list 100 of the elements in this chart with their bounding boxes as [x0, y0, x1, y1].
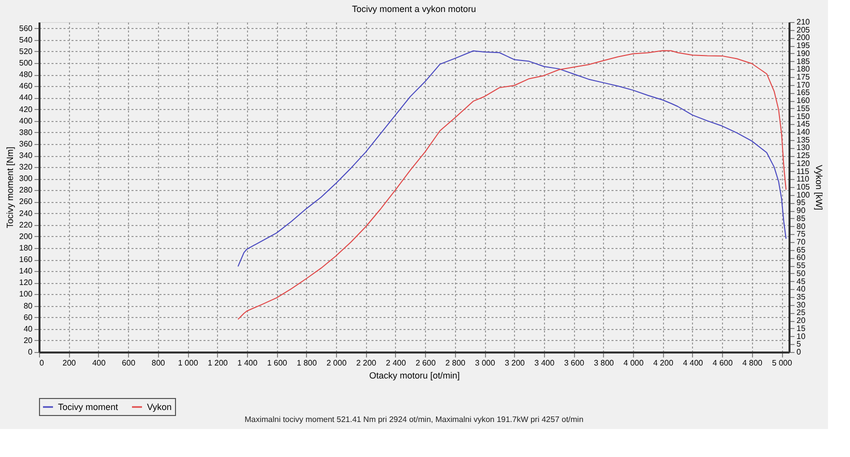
- y-tick-label: 520: [19, 46, 34, 56]
- y-tick-label: 380: [19, 128, 34, 137]
- y2-tick-label: 115: [796, 166, 810, 176]
- y-tick-label: 160: [19, 255, 34, 264]
- x-tick-label: 800: [152, 358, 166, 368]
- chart-title: Tocivy moment a vykon motoru: [352, 4, 476, 14]
- line-series: [238, 50, 787, 267]
- y-tick-label: 340: [19, 151, 34, 160]
- x-axis-title: Otacky motoru [ot/min]: [369, 370, 460, 380]
- text: Maximalni tocivy moment 521.41 Nm pri 2924 ot/min, Maximalni vykon 191.7kW pri 4257 ot/min: [244, 415, 584, 424]
- y2-tick-label: 150: [796, 112, 810, 121]
- y2-tick-label: 160: [796, 96, 810, 106]
- y2-tick-label: 95: [796, 198, 806, 208]
- x-tick-label: 4 600: [712, 358, 734, 368]
- y-tick-label: 40: [24, 324, 34, 334]
- x-tick-label: 4 000: [624, 358, 644, 368]
- y2-tick-label: 140: [796, 128, 810, 136]
- y-tick-label: 540: [19, 35, 34, 44]
- y2-tick-label: 45: [796, 276, 806, 286]
- y2-tick-label: 125: [796, 151, 810, 160]
- x-tick-label: 5 000: [772, 358, 793, 368]
- y2-tick-label: 25: [796, 308, 806, 318]
- x-tick-label: 2 800: [445, 358, 466, 368]
- x-tick-label: 3 400: [534, 358, 556, 368]
- y2-tick-label: 180: [796, 64, 810, 74]
- y-tick-label: 220: [19, 220, 34, 230]
- y-tick-label: 400: [19, 116, 34, 126]
- x-tick-label: 1 600: [267, 358, 288, 368]
- y-tick-label: 260: [19, 197, 34, 206]
- legend-label: Tocivy moment: [58, 402, 119, 412]
- y-tick-label: 0: [28, 348, 34, 356]
- y2-tick-label: 195: [796, 41, 810, 50]
- x-tick-label: 400: [92, 358, 106, 368]
- y2-tick-label: 15: [796, 324, 806, 333]
- y-tick-label: 480: [19, 70, 34, 80]
- y2-tick-label: 120: [796, 158, 810, 168]
- x-tick-label: 1 000: [178, 358, 199, 368]
- line-series: [238, 50, 787, 320]
- x-tick-label: 4 400: [682, 358, 704, 368]
- y2-tick-label: 50: [796, 268, 806, 278]
- y2-tick-label: 190: [796, 48, 810, 58]
- x-tick-label: 2 200: [356, 358, 377, 368]
- y-tick-label: 20: [24, 336, 34, 345]
- y2-tick-label: 105: [796, 182, 810, 192]
- y2-tick-label: 55: [796, 261, 806, 270]
- y2-tick-label: 185: [796, 56, 810, 66]
- y2-tick-label: 5: [796, 340, 802, 349]
- y2-axis-title: Vykon [kW]: [814, 164, 824, 210]
- y-tick-label: 140: [19, 266, 34, 276]
- y2-tick-label: 130: [796, 143, 810, 152]
- x-tick-label: 1 400: [237, 358, 258, 368]
- y-tick-label: 80: [24, 301, 34, 310]
- x-tick-label: 3 600: [564, 358, 585, 368]
- y-axis-title: Tocivy moment [Nm]: [5, 146, 16, 228]
- x-tick-label: 2 400: [386, 358, 406, 368]
- y2-tick-label: 210: [796, 18, 810, 26]
- y2-tick-label: 35: [796, 292, 806, 302]
- y2-tick-label: 60: [796, 253, 806, 262]
- y2-tick-label: 135: [796, 135, 810, 144]
- y2-tick-label: 75: [796, 230, 806, 239]
- y2-tick-label: 85: [796, 214, 806, 223]
- y2-tick-label: 170: [796, 80, 810, 90]
- y2-tick-label: 80: [796, 222, 806, 231]
- y2-tick-label: 205: [796, 25, 810, 34]
- y2-tick-label: 70: [796, 238, 806, 246]
- y-tick-label: 440: [19, 93, 34, 102]
- y-tick-label: 180: [19, 243, 34, 252]
- x-tick-label: 200: [62, 358, 76, 368]
- y2-tick-label: 200: [796, 33, 810, 42]
- y-tick-label: 100: [19, 290, 34, 299]
- y-tick-label: 300: [19, 174, 34, 184]
- legend-label: Vykon: [147, 402, 172, 412]
- x-tick-label: 4 200: [653, 358, 674, 368]
- y-tick-label: 360: [19, 139, 34, 148]
- y2-tick-label: 30: [796, 300, 806, 310]
- y2-tick-label: 165: [796, 88, 810, 98]
- x-tick-label: 3 800: [594, 358, 614, 368]
- x-tick-label: 4 800: [742, 358, 763, 368]
- y-tick-label: 240: [19, 208, 34, 218]
- x-tick-label: 2 000: [326, 358, 348, 368]
- y-tick-label: 320: [19, 162, 34, 172]
- y2-tick-label: 90: [796, 206, 806, 216]
- x-tick-label: 3 200: [504, 358, 526, 368]
- y-tick-label: 420: [19, 104, 34, 114]
- y2-tick-label: 20: [796, 316, 806, 326]
- y2-tick-label: 40: [796, 284, 806, 294]
- y-tick-label: 460: [19, 82, 34, 91]
- x-tick-label: 2 600: [416, 358, 436, 368]
- y-tick-label: 500: [19, 58, 34, 68]
- x-tick-label: 3 000: [475, 358, 496, 368]
- y-tick-label: 120: [19, 278, 34, 288]
- x-tick-label: 600: [122, 358, 136, 368]
- x-tick-label: 1 800: [296, 358, 318, 368]
- x-tick-label: 0: [40, 358, 44, 368]
- y2-tick-label: 175: [796, 72, 810, 82]
- x-tick-label: 1 200: [208, 358, 228, 368]
- y2-tick-label: 145: [796, 120, 810, 129]
- y2-tick-label: 110: [796, 174, 810, 184]
- y2-tick-label: 65: [796, 245, 806, 254]
- y-tick-label: 280: [19, 186, 34, 195]
